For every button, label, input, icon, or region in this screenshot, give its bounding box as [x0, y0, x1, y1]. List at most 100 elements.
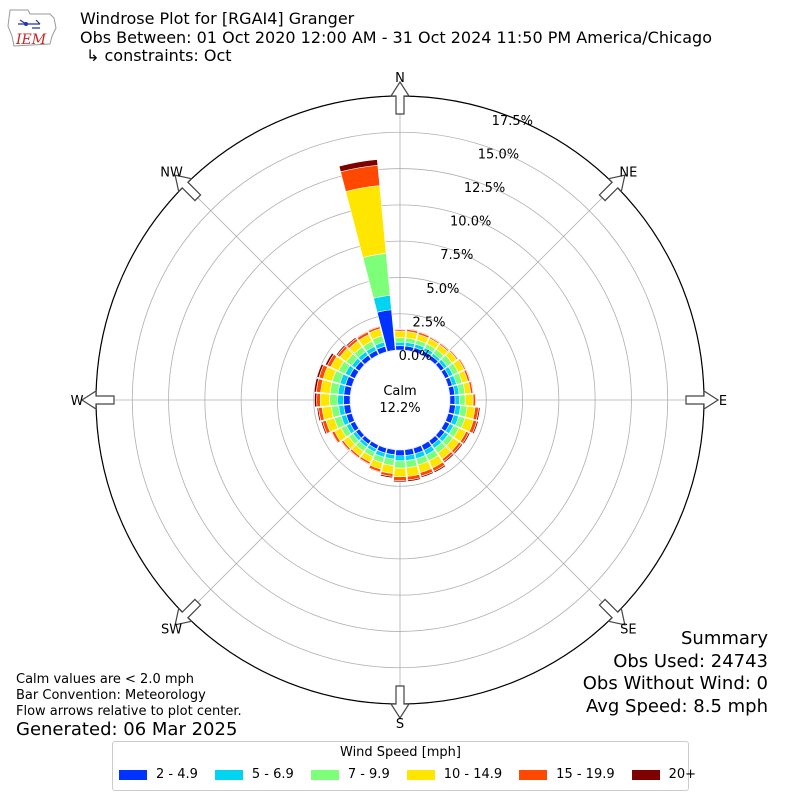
- radial-gridline: [435, 435, 616, 616]
- legend-swatch: [406, 769, 435, 780]
- wind-bar-segment: [329, 394, 339, 406]
- obs-without-wind: Obs Without Wind: 0: [582, 673, 768, 694]
- wind-bar-segment: [320, 421, 328, 435]
- ring-gridline: [313, 313, 487, 487]
- direction-label: NE: [619, 166, 637, 181]
- obs-used: Obs Used: 24743: [613, 650, 768, 672]
- direction-label: W: [71, 394, 84, 409]
- wind-bar-segment: [313, 377, 319, 393]
- legend-item: 15 - 19.9: [519, 767, 615, 782]
- ring-gridline: [240, 240, 560, 560]
- wind-bar-segment: [433, 464, 447, 474]
- wind-bar-segment: [338, 159, 379, 173]
- notes-block: Calm values are < 2.0 mph Bar Convention…: [16, 672, 242, 720]
- calm-percent: 12.2%: [379, 401, 420, 416]
- wind-bar-segment: [406, 328, 419, 332]
- radial-tick-label: 7.5%: [440, 248, 473, 263]
- wind-bar-segment: [358, 458, 370, 466]
- radial-tick-label: 5.0%: [426, 282, 459, 297]
- radial-gridline: [435, 184, 616, 365]
- legend-label: 2 - 4.9: [156, 767, 198, 782]
- wind-bar-segment: [367, 325, 381, 332]
- wind-bar-segment: [393, 328, 407, 331]
- wind-bar-segment: [395, 341, 405, 347]
- wind-bar-segment: [349, 450, 360, 459]
- wind-bar-segment: [394, 337, 406, 343]
- logo-text: IEM: [15, 32, 47, 48]
- wind-bar-segment: [316, 363, 324, 379]
- ring-gridline: [131, 131, 669, 669]
- direction-label: SE: [620, 622, 636, 637]
- radial-tick-label: 12.5%: [464, 181, 505, 196]
- avg-speed: Avg Speed: 8.5 mph: [586, 695, 768, 717]
- wind-bar-segment: [394, 460, 406, 469]
- flow-arrow-icon: [685, 389, 720, 411]
- legend-item: 7 - 9.9: [310, 767, 390, 782]
- wind-bar-segment: [316, 407, 322, 422]
- flow-arrow-icon: [598, 598, 626, 626]
- wind-bar-segment: [407, 477, 422, 482]
- flow-arrow-icon: [174, 174, 202, 202]
- radial-tick-label: 0.0%: [399, 349, 432, 364]
- wind-bar-segment: [362, 253, 391, 299]
- legend-item: 2 - 4.9: [119, 767, 198, 782]
- wind-bar-segment: [324, 352, 335, 366]
- wind-bar-segment: [443, 453, 455, 464]
- wind-bar-segment: [335, 344, 346, 356]
- iem-logo: IEM: [7, 9, 57, 48]
- wind-bar-segment: [394, 330, 406, 339]
- wind-bar-segment: [465, 369, 471, 382]
- legend-label: 7 - 9.9: [347, 767, 390, 782]
- wind-bar-segment: [340, 441, 350, 452]
- direction-label: N: [395, 71, 405, 86]
- direction-label: E: [719, 394, 727, 409]
- direction-label: S: [396, 717, 404, 732]
- wind-bar-segment: [330, 431, 339, 444]
- legend-label: 15 - 19.9: [556, 767, 615, 782]
- ring-gridline: [204, 204, 596, 596]
- legend-label: 20+: [668, 767, 697, 782]
- legend-swatch: [631, 769, 660, 780]
- radial-tick-label: 10.0%: [450, 215, 491, 230]
- wind-bar-segment: [394, 455, 406, 462]
- legend-label: 5 - 6.9: [251, 767, 294, 782]
- wind-bar-segment: [393, 467, 407, 478]
- summary-block: Summary Obs Used: 24743 Obs Without Wind…: [583, 628, 768, 718]
- legend-item: 10 - 14.9: [406, 767, 503, 782]
- wind-bar-segment: [379, 474, 394, 479]
- direction-label: SW: [161, 622, 182, 637]
- flow-arrow-icon: [174, 598, 202, 626]
- ring-gridline: [168, 168, 632, 632]
- wind-bar-segment: [450, 349, 459, 360]
- calm-label: Calm: [383, 384, 416, 399]
- flow-note: Flow arrows relative to plot center.: [16, 704, 242, 719]
- wind-bar-segment: [393, 476, 407, 481]
- chart-subtitle: Obs Between: 01 Oct 2020 12:00 AM - 31 O…: [80, 28, 712, 47]
- wind-bar-segment: [319, 393, 331, 407]
- ring-gridline: [349, 349, 451, 451]
- wind-bar-segment: [368, 467, 381, 474]
- wind-bar-segment: [395, 449, 405, 457]
- legend-swatch: [119, 769, 147, 780]
- wind-bar-segment: [454, 394, 460, 406]
- wind-bar-segment: [345, 336, 357, 347]
- wind-bar-segment: [476, 407, 481, 421]
- wind-bar-segment: [458, 394, 466, 406]
- labels-layer: N NE E SE S SW W NW 0.0% 2.5% 5.0% 7.5% 10.0% 12.5% 15…: [71, 71, 728, 732]
- flow-arrow-icon: [598, 174, 626, 202]
- convention-note: Bar Convention: Meteorology: [16, 688, 206, 703]
- wind-bar-segment: [316, 392, 321, 408]
- radial-gridline: [184, 435, 365, 616]
- wind-bar-segment: [462, 432, 471, 445]
- legend-label: 10 - 14.9: [443, 767, 503, 782]
- wind-bar-segment: [459, 358, 467, 370]
- legend-swatch: [519, 769, 548, 780]
- wind-bar-segment: [314, 392, 318, 408]
- flow-arrow-icon: [389, 80, 411, 115]
- wind-bar-segment: [345, 185, 387, 258]
- wind-bar-segment: [393, 479, 407, 483]
- chart-title: Windrose Plot for [RGAI4] Granger: [80, 9, 355, 28]
- radial-tick-label: 2.5%: [413, 315, 446, 330]
- wind-bar-segment: [464, 393, 474, 407]
